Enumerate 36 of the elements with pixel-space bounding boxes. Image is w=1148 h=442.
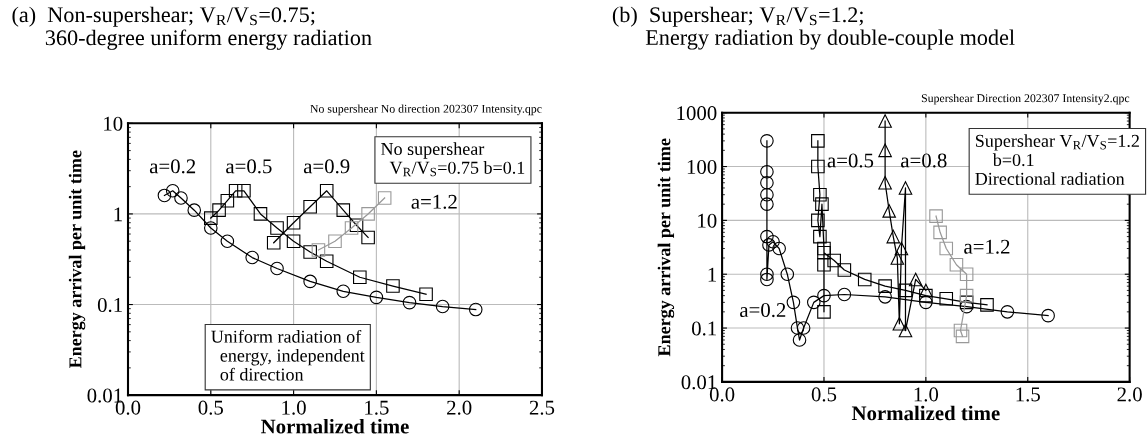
y-tick-label: 1: [708, 267, 716, 282]
text: Supershear V$_{R}$/V$_{S}$=1.2 b=0.1 Directional radiation: [975, 134, 1139, 185]
series-label: a=0.5: [226, 159, 272, 174]
x-tick-label: 0.5: [198, 400, 223, 415]
x-tick-label: 1.0: [282, 400, 306, 415]
y-axis-title: Energy arrival per unit time: [657, 138, 675, 357]
y-tick-label: 1000: [677, 106, 717, 121]
y-tick-label: 0.1: [691, 321, 716, 336]
series-label: a=1.2: [964, 239, 1010, 254]
y-tick-label: 1: [114, 207, 122, 222]
annotation: No supershear V$_{R}$/V$_{S}$=0.75 b=0.1: [381, 142, 525, 177]
series-label: a=0.9: [303, 159, 350, 174]
y-tick-label: 10: [104, 116, 123, 131]
y-tick-label: 10: [698, 213, 717, 228]
annotation: Uniform radiation of energy, independent of direction: [211, 329, 365, 381]
series-label: a=0.5: [827, 153, 874, 168]
x-tick-label: 2.5: [529, 400, 555, 415]
x-tick-label: 1.0: [914, 387, 939, 402]
series-label: a=1.2: [411, 194, 457, 209]
chart-subtitle: No supershear No direction 202307 Intensity.qpc: [310, 104, 542, 116]
series-label: a=0.2: [149, 159, 196, 174]
chart-title: (b) Supershear; V$_{R}$/V$_{S}$=1.2; Energy radiation by double-couple model: [612, 6, 1015, 50]
x-tick-label: 1.5: [1016, 387, 1040, 402]
chart-subtitle: Supershear Direction 202307 Intensity2.qpc: [921, 93, 1130, 105]
x-tick-label: 0.5: [811, 387, 837, 402]
y-tick-label: 0.1: [97, 297, 122, 313]
x-axis-title: Normalized time: [851, 405, 1000, 421]
x-tick-label: 2.0: [1117, 387, 1142, 402]
x-axis-title: Normalized time: [261, 418, 409, 434]
series-label: a=0.8: [901, 153, 947, 168]
x-tick-label: 1.5: [365, 400, 389, 415]
y-axis-title: Energy arrival per unit time: [68, 150, 86, 369]
y-tick-label: 100: [687, 159, 717, 174]
x-tick-label: 2.0: [447, 400, 472, 415]
series-label: a=0.2: [740, 303, 786, 318]
chart-title: (a) Non-supershear; V$_{R}$/V$_{S}$=0.75; 360-degree uniform energy radiation: [12, 6, 372, 50]
